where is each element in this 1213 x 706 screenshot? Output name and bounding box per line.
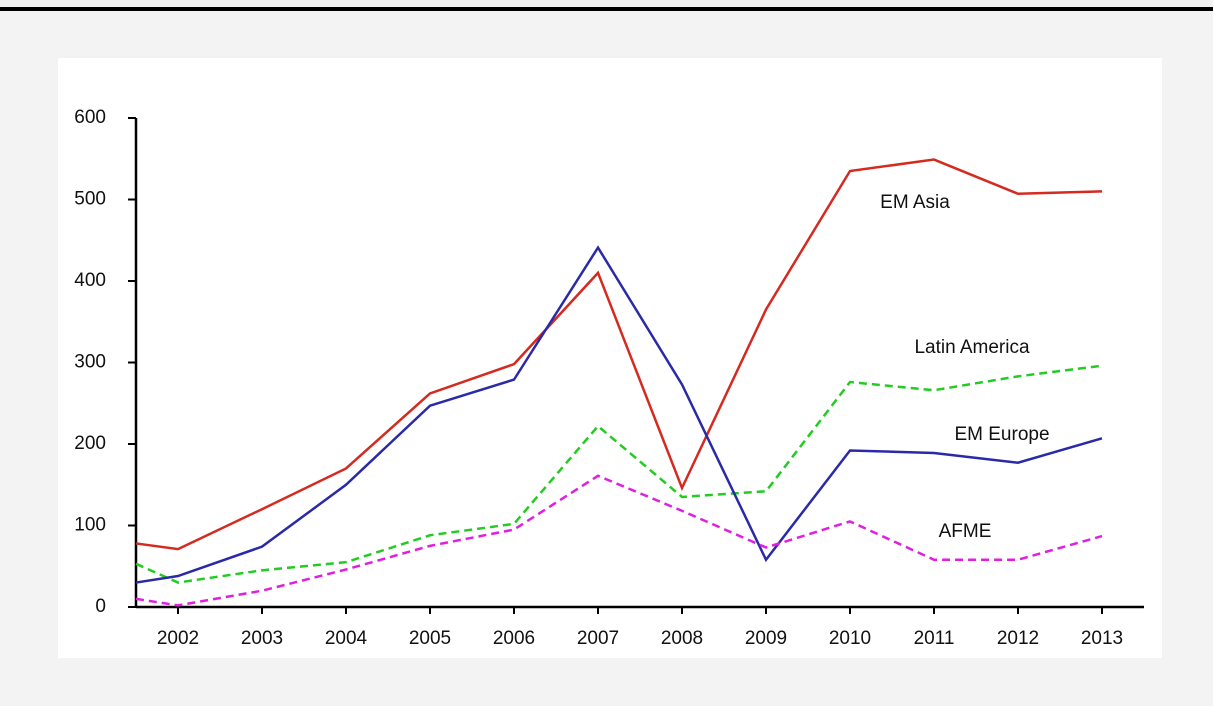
x-tick-label: 2008: [661, 628, 703, 649]
x-tick-label: 2003: [241, 628, 283, 649]
y-tick-label: 500: [74, 189, 106, 210]
series-label: AFME: [939, 521, 992, 542]
y-tick-label: 600: [74, 107, 106, 128]
x-tick-label: 2007: [577, 628, 619, 649]
y-tick-label: 300: [74, 352, 106, 373]
series-line: [135, 474, 1103, 607]
x-tick-label: 2005: [409, 628, 451, 649]
y-tick-label: 200: [74, 433, 106, 454]
x-tick-label: 2002: [157, 628, 199, 649]
series-line: [135, 245, 1103, 584]
series-label: EM Europe: [954, 424, 1049, 445]
x-tick-label: 2004: [325, 628, 368, 649]
series-line: [135, 158, 1103, 551]
y-tick-label: 0: [95, 596, 106, 617]
top-rule: [0, 7, 1213, 11]
series-label: Latin America: [914, 337, 1030, 358]
series-label: EM Asia: [880, 192, 950, 213]
x-tick-label: 2011: [914, 628, 955, 649]
x-tick-label: 2009: [745, 628, 787, 649]
x-tick-label: 2010: [829, 628, 871, 649]
y-tick-label: 100: [74, 515, 106, 536]
plot-panel: [58, 58, 1162, 658]
x-tick-label: 2013: [1081, 628, 1123, 649]
x-tick-label: 2012: [997, 628, 1039, 649]
y-tick-label: 400: [74, 270, 106, 291]
x-tick-label: 2006: [493, 628, 535, 649]
series-line: [135, 364, 1103, 584]
